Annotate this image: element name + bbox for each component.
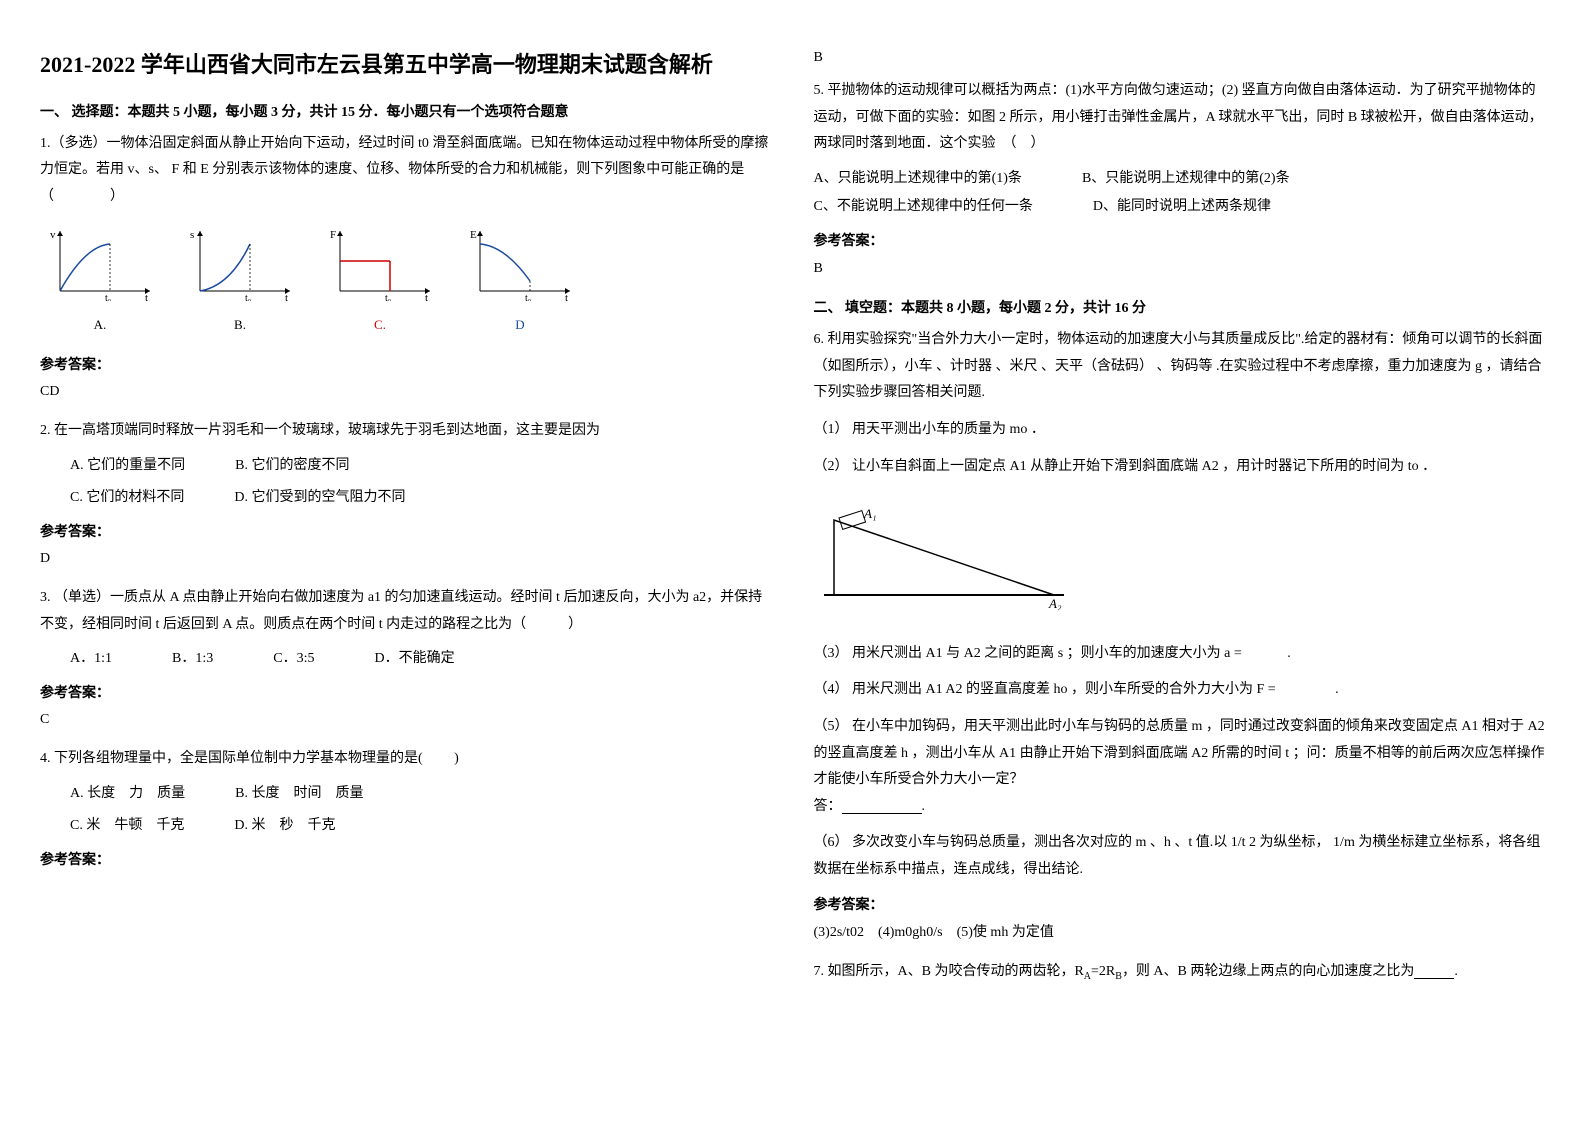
- q4-opt-b: B. 长度 时间 质量: [235, 781, 363, 808]
- document-title: 2021-2022 学年山西省大同市左云县第五中学高一物理期末试题含解析: [40, 50, 774, 81]
- graph-b-ylabel: s: [190, 229, 194, 241]
- q6-sub1: （1） 用天平测出小车的质量为 mo ．: [814, 417, 1548, 444]
- q2-answer: D: [40, 546, 774, 573]
- q4-opt-d: D. 米 秒 千克: [234, 813, 335, 840]
- graph-c-xlabel: t: [425, 292, 428, 301]
- section1-header: 一、 选择题：本题共 5 小题，每小题 3 分，共计 15 分．每小题只有一个选…: [40, 101, 774, 121]
- q7-period: .: [1454, 964, 1458, 979]
- q6-triangle-diagram: A₁ A₂: [814, 500, 1074, 610]
- q4-opt-a: A. 长度 力 质量: [70, 781, 185, 808]
- q2-options: A. 它们的重量不同 B. 它们的密度不同 C. 它们的材料不同 D. 它们受到…: [40, 453, 774, 512]
- question-3: 3. （单选）一质点从 A 点由静止开始向右做加速度为 a1 的匀加速直线运动。…: [40, 585, 774, 734]
- q6-sub4: （4） 用米尺测出 A1 A2 的竖直高度差 ho ，则小车所受的合外力大小为 …: [814, 677, 1548, 704]
- q2-opt-b: B. 它们的密度不同: [235, 453, 349, 480]
- q7-sub-b: B: [1115, 970, 1122, 981]
- q6-stem: 6. 利用实验探究"当合外力大小一定时，物体运动的加速度大小与其质量成反比".给…: [814, 327, 1548, 407]
- q3-opt-b: B．1:3: [172, 646, 213, 673]
- graph-d-svg: E t t₀: [465, 226, 575, 301]
- graph-d-label: D: [460, 313, 580, 338]
- triangle-a1-label: A₁: [863, 506, 876, 521]
- q1-stem: 1.（多选）一物体沿固定斜面从静止开始向下运动，经过时间 t0 滑至斜面底端。已…: [40, 131, 774, 211]
- q3-answer-label: 参考答案：: [40, 681, 774, 708]
- question-6: 6. 利用实验探究"当合外力大小一定时，物体运动的加速度大小与其质量成反比".给…: [814, 327, 1548, 947]
- graph-a-svg: v t t₀: [45, 226, 155, 301]
- q3-opt-c: C．3:5: [273, 646, 314, 673]
- q1-answer: CD: [40, 379, 774, 406]
- q5-opt-c: C、不能说明上述规律中的任何一条: [814, 194, 1033, 221]
- left-column: 2021-2022 学年山西省大同市左云县第五中学高一物理期末试题含解析 一、 …: [40, 50, 774, 997]
- graph-d-t0: t₀: [525, 293, 532, 301]
- graph-b-svg: s t t₀: [185, 226, 295, 301]
- right-column: B 5. 平抛物体的运动规律可以概括为两点：(1)水平方向做匀速运动；(2) 竖…: [814, 50, 1548, 997]
- q7-sub-a: A: [1084, 970, 1091, 981]
- q6-sub5-anslabel: 答：: [814, 799, 842, 814]
- question-1: 1.（多选）一物体沿固定斜面从静止开始向下运动，经过时间 t0 滑至斜面底端。已…: [40, 131, 774, 406]
- q3-opt-a: A．1:1: [70, 646, 112, 673]
- question-5: 5. 平抛物体的运动规律可以概括为两点：(1)水平方向做匀速运动；(2) 竖直方…: [814, 78, 1548, 282]
- graph-a-ylabel: v: [50, 229, 56, 241]
- q6-sub2: （2） 让小车自斜面上一固定点 A1 从静止开始下滑到斜面底端 A2 ，用计时器…: [814, 454, 1548, 481]
- q6-sub6: （6） 多次改变小车与钩码总质量，测出各次对应的 m 、h 、t 值.以 1/t…: [814, 830, 1548, 883]
- section2-header: 二、 填空题：本题共 8 小题，每小题 2 分，共计 16 分: [814, 297, 1548, 317]
- q4-stem: 4. 下列各组物理量中，全是国际单位制中力学基本物理量的是( ): [40, 746, 774, 773]
- graph-a: v t t₀ A.: [40, 226, 160, 338]
- graph-c: F t t₀ C.: [320, 226, 440, 338]
- q5-options: A、只能说明上述规律中的第(1)条 B、只能说明上述规律中的第(2)条 C、不能…: [814, 166, 1548, 221]
- q7-text-2: =2R: [1091, 964, 1115, 979]
- graph-c-t0: t₀: [385, 293, 392, 301]
- q4-answer: B: [814, 50, 1548, 66]
- graph-d-ylabel: E: [470, 229, 477, 241]
- q3-options: A．1:1 B．1:3 C．3:5 D．不能确定: [40, 646, 774, 673]
- graph-b: s t t₀ B.: [180, 226, 300, 338]
- q2-stem: 2. 在一高塔顶端同时释放一片羽毛和一个玻璃球，玻璃球先于羽毛到达地面，这主要是…: [40, 418, 774, 445]
- q4-opt-c: C. 米 牛顿 千克: [70, 813, 184, 840]
- q3-answer: C: [40, 707, 774, 734]
- q6-sub5-blank: [842, 798, 922, 814]
- q1-graph-row: v t t₀ A. s t t₀: [40, 226, 774, 338]
- graph-b-t0: t₀: [245, 293, 252, 301]
- q6-sub5-text: （5） 在小车中加钩码，用天平测出此时小车与钩码的总质量 m ，同时通过改变斜面…: [814, 719, 1545, 787]
- graph-c-svg: F t t₀: [325, 226, 435, 301]
- q5-answer-label: 参考答案：: [814, 229, 1548, 256]
- graph-d-xlabel: t: [565, 292, 568, 301]
- q6-answer: (3)2s/t02 (4)m0gh0/s (5)使 mh 为定值: [814, 920, 1548, 947]
- q5-answer: B: [814, 256, 1548, 283]
- question-4: 4. 下列各组物理量中，全是国际单位制中力学基本物理量的是( ) A. 长度 力…: [40, 746, 774, 874]
- triangle-a2-label: A₂: [1048, 596, 1062, 610]
- q4-answer-label: 参考答案：: [40, 848, 774, 875]
- graph-c-label: C.: [320, 313, 440, 338]
- q2-opt-d: D. 它们受到的空气阻力不同: [234, 485, 405, 512]
- question-2: 2. 在一高塔顶端同时释放一片羽毛和一个玻璃球，玻璃球先于羽毛到达地面，这主要是…: [40, 418, 774, 573]
- q5-stem: 5. 平抛物体的运动规律可以概括为两点：(1)水平方向做匀速运动；(2) 竖直方…: [814, 78, 1548, 158]
- q7-blank: [1414, 963, 1454, 979]
- q5-opt-a: A、只能说明上述规律中的第(1)条: [814, 166, 1022, 193]
- q3-stem: 3. （单选）一质点从 A 点由静止开始向右做加速度为 a1 的匀加速直线运动。…: [40, 585, 774, 638]
- q7-text-3: ，则 A、B 两轮边缘上两点的向心加速度之比为: [1122, 964, 1414, 979]
- graph-a-xlabel: t: [145, 292, 148, 301]
- graph-b-label: B.: [180, 313, 300, 338]
- q7-text-1: 7. 如图所示，A、B 为咬合传动的两齿轮，R: [814, 964, 1084, 979]
- q2-answer-label: 参考答案：: [40, 520, 774, 547]
- q6-answer-label: 参考答案：: [814, 893, 1548, 920]
- q2-opt-a: A. 它们的重量不同: [70, 453, 185, 480]
- q2-opt-c: C. 它们的材料不同: [70, 485, 184, 512]
- graph-a-t0: t₀: [105, 293, 112, 301]
- q3-opt-d: D．不能确定: [374, 646, 454, 673]
- question-7: 7. 如图所示，A、B 为咬合传动的两齿轮，RA=2RB，则 A、B 两轮边缘上…: [814, 959, 1548, 986]
- q1-answer-label: 参考答案：: [40, 353, 774, 380]
- q5-opt-b: B、只能说明上述规律中的第(2)条: [1082, 166, 1290, 193]
- q4-options: A. 长度 力 质量 B. 长度 时间 质量 C. 米 牛顿 千克 D. 米 秒…: [40, 781, 774, 840]
- graph-b-xlabel: t: [285, 292, 288, 301]
- graph-d: E t t₀ D: [460, 226, 580, 338]
- q6-sub5: （5） 在小车中加钩码，用天平测出此时小车与钩码的总质量 m ，同时通过改变斜面…: [814, 714, 1548, 820]
- q6-sub3: （3） 用米尺测出 A1 与 A2 之间的距离 s ；则小车的加速度大小为 a …: [814, 641, 1548, 668]
- q5-opt-d: D、能同时说明上述两条规律: [1093, 194, 1271, 221]
- graph-c-ylabel: F: [330, 229, 336, 241]
- graph-a-label: A.: [40, 313, 160, 338]
